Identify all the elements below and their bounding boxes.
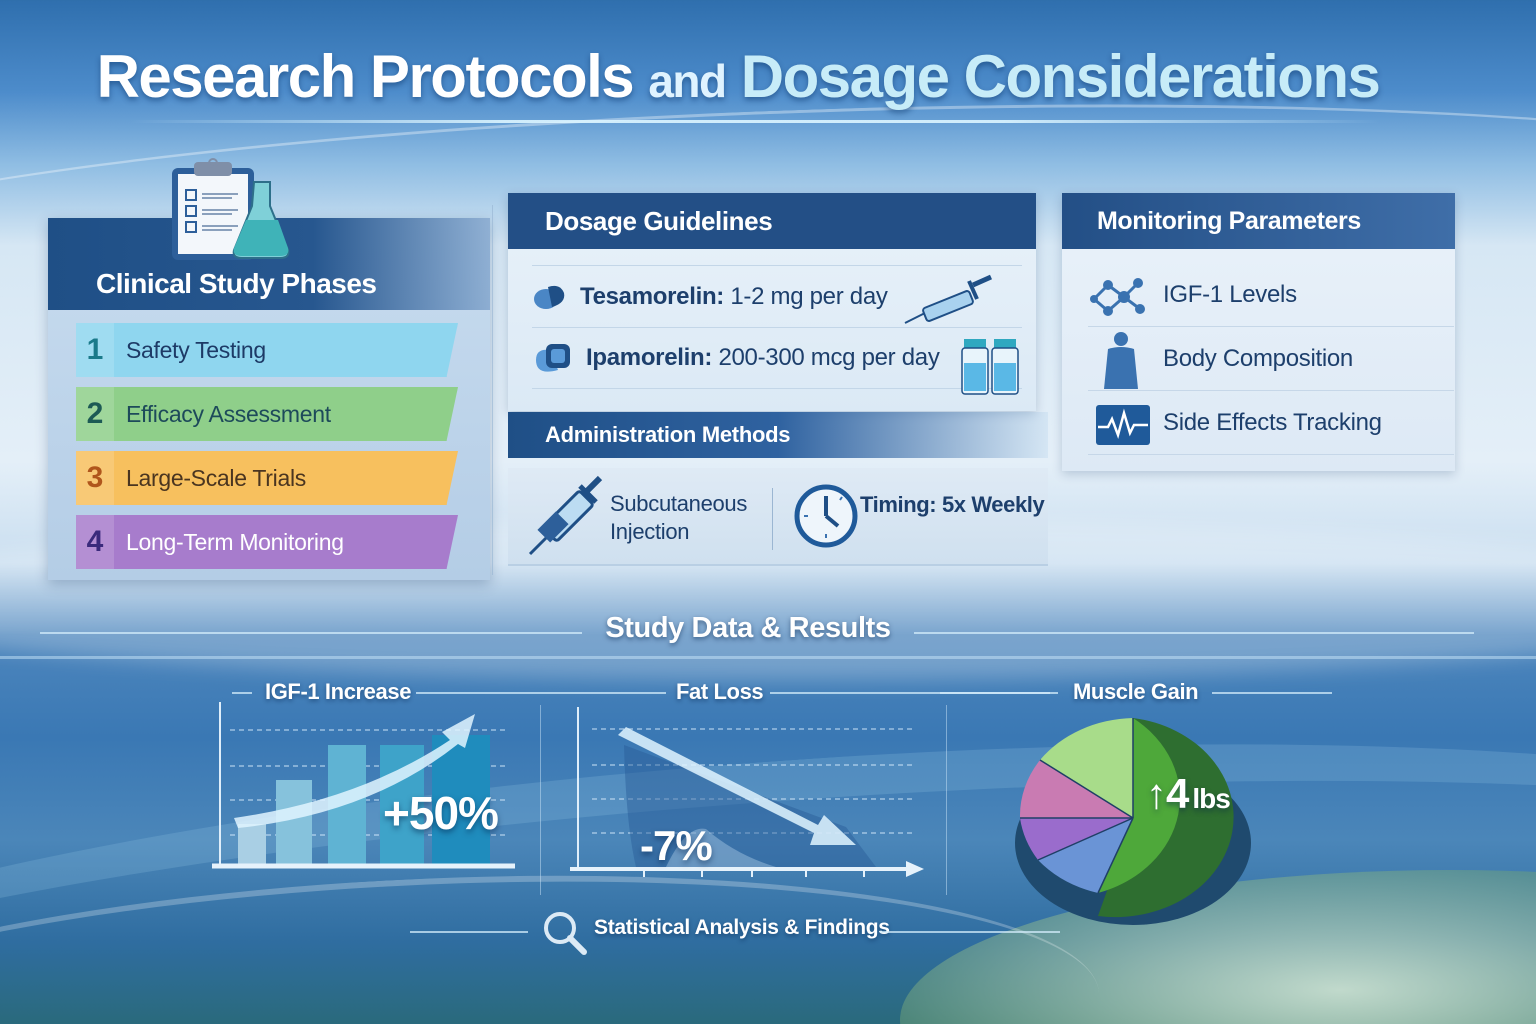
igf1-bar-chart (212, 702, 515, 869)
monitor-item-igf1: IGF-1 Levels (1088, 263, 1454, 327)
panel-title: Monitoring Parameters (1097, 206, 1361, 235)
pill-icon (534, 285, 565, 309)
vials-icon (961, 339, 1019, 395)
dose-row-ipamorelin: Ipamorelin: 200-300 mcg per day (532, 327, 1022, 389)
admin-timing-label: Timing: 5x Weekly (860, 492, 1045, 517)
phase-item-2[interactable]: 2 Efficacy Assessment (76, 387, 458, 441)
phase-item-3[interactable]: 3 Large-Scale Trials (76, 451, 458, 505)
dose-text: Ipamorelin: 200-300 mcg per day (586, 344, 940, 371)
section-rule (0, 656, 1536, 659)
monitor-item-side-effects: Side Effects Tracking (1088, 391, 1454, 455)
monitoring-parameters-panel: Monitoring Parameters IGF-1 Levels Body … (1062, 193, 1455, 471)
chart-title-muscle-gain: Muscle Gain (1073, 679, 1199, 704)
phase-number: 3 (76, 451, 114, 505)
administration-methods-header: Administration Methods (508, 412, 1048, 458)
footer-rule (410, 931, 528, 933)
section-rule (40, 632, 582, 634)
syringe-icon (904, 274, 993, 324)
chart-title-rule (232, 692, 252, 694)
clinical-phases-panel: Clinical Study Phases 1 Safety Testing 2… (48, 218, 490, 580)
admin-method-label: Subcutaneous Injection (610, 491, 748, 544)
chart-title-rule (416, 692, 666, 694)
chart-divider (946, 705, 947, 895)
panel-title: Administration Methods (545, 422, 791, 447)
dosage-guidelines-panel: Dosage Guidelines Tesamorelin: 1-2 mg pe… (508, 193, 1036, 411)
dose-row-tesamorelin: Tesamorelin: 1-2 mg per day (532, 265, 1022, 327)
phase-label: Large-Scale Trials (126, 464, 306, 491)
molecule-icon (1090, 278, 1145, 316)
chart-title-rule (1212, 692, 1332, 694)
phase-item-4[interactable]: 4 Long-Term Monitoring (76, 515, 458, 569)
panel-title: Clinical Study Phases (96, 268, 377, 299)
title-part-2: and (648, 55, 727, 107)
capsule-icon (536, 344, 570, 372)
statistical-analysis-label: Statistical Analysis & Findings (594, 916, 890, 939)
clock-icon (794, 484, 858, 548)
section-rule (914, 632, 1474, 634)
phase-number: 1 (76, 323, 114, 377)
magnifier-icon (544, 912, 587, 955)
title-part-1: Research Protocols (96, 43, 635, 110)
chart-title-fat-loss: Fat Loss (676, 679, 764, 704)
syringe-icon (528, 475, 603, 556)
fat-loss-value: -7% (640, 822, 713, 869)
phase-number: 4 (76, 515, 114, 569)
administration-methods-panel: Subcutaneous Injection Timing: 5x Weekly (508, 468, 1048, 566)
phase-label: Efficacy Assessment (126, 400, 331, 427)
results-section-title: Study Data & Results (605, 612, 891, 644)
page-title: Research Protocols and Dosage Considerat… (0, 42, 1476, 111)
monitor-label: Side Effects Tracking (1163, 408, 1382, 436)
fat-loss-area-chart (570, 707, 924, 877)
muscle-gain-pie-chart (1015, 718, 1251, 925)
phase-number: 2 (76, 387, 114, 441)
chart-title-rule (770, 692, 1050, 694)
heartbeat-monitor-icon (1096, 405, 1150, 445)
title-divider (130, 120, 1380, 123)
phase-item-1[interactable]: 1 Safety Testing (76, 323, 458, 377)
chart-title-rule (940, 692, 1058, 694)
monitor-label: IGF-1 Levels (1163, 280, 1297, 308)
footer-rule (880, 931, 1060, 933)
panel-header: Dosage Guidelines (508, 193, 1036, 249)
phase-label: Long-Term Monitoring (126, 528, 344, 555)
clipboard-flask-icon (172, 158, 290, 260)
panel-divider (492, 205, 493, 575)
monitor-item-body: Body Composition (1088, 327, 1454, 391)
muscle-gain-value: ↑4 lbs (1146, 770, 1231, 817)
panel-title: Dosage Guidelines (545, 205, 773, 236)
dose-text: Tesamorelin: 1-2 mg per day (580, 282, 888, 310)
igf1-value: +50% (383, 787, 499, 839)
divider (772, 488, 773, 550)
phase-label: Safety Testing (126, 336, 266, 363)
panel-header: Clinical Study Phases (48, 218, 490, 310)
body-icon (1104, 332, 1138, 389)
monitor-label: Body Composition (1163, 344, 1353, 372)
title-part-3: Dosage Considerations (740, 43, 1381, 110)
chart-title-igf1: IGF-1 Increase (265, 679, 412, 704)
chart-divider (540, 705, 541, 895)
panel-header: Monitoring Parameters (1062, 193, 1455, 249)
